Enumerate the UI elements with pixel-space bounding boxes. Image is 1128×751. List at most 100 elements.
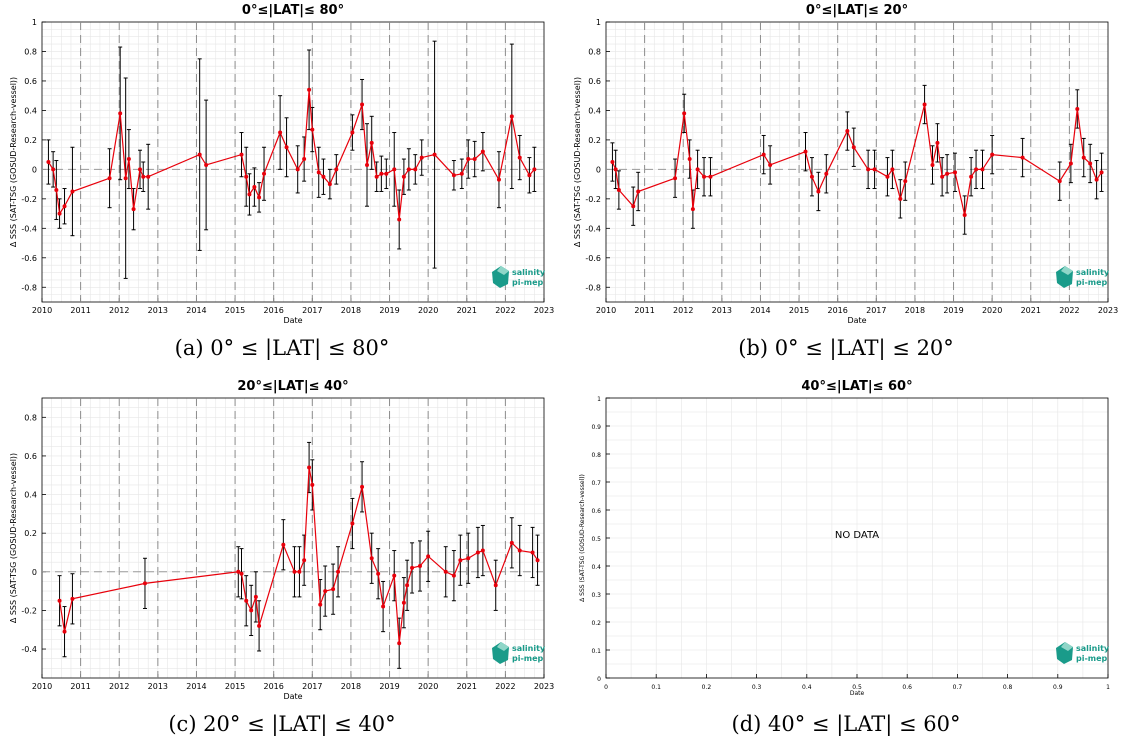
x-tick-label: 2014: [750, 306, 770, 315]
data-point: [410, 565, 415, 570]
x-tick-label: 2012: [109, 306, 129, 315]
data-point: [360, 484, 365, 489]
y-tick-label: 0.8: [24, 47, 37, 56]
data-point: [872, 167, 877, 172]
data-point: [360, 102, 365, 107]
data-point: [708, 174, 713, 179]
data-point: [397, 217, 402, 222]
data-point: [295, 167, 300, 172]
data-point: [292, 569, 297, 574]
x-tick-label: 2023: [1098, 306, 1118, 315]
y-tick-label: 0.1: [591, 648, 601, 655]
data-point: [480, 149, 485, 154]
x-tick-label: 2017: [302, 306, 322, 315]
data-point: [54, 188, 59, 192]
x-tick-label: 2010: [596, 306, 616, 315]
x-tick-label: 0.4: [802, 684, 812, 691]
y-tick-label: 0.2: [588, 136, 601, 145]
data-point: [397, 641, 402, 646]
data-point: [866, 167, 871, 172]
data-point: [1020, 155, 1025, 160]
data-point: [419, 155, 424, 160]
data-point: [369, 140, 374, 145]
x-axis-label: Date: [283, 316, 302, 325]
x-tick-label: 2011: [70, 682, 90, 691]
axes-box: [41, 21, 545, 303]
data-point: [803, 149, 808, 154]
data-point: [990, 152, 995, 157]
x-tick-label: 2012: [109, 682, 129, 691]
x-tick-label: 2017: [866, 306, 886, 315]
x-tick-label: 2021: [1021, 306, 1041, 315]
x-tick-label: 2020: [418, 306, 438, 315]
data-point: [239, 152, 244, 157]
data-point: [885, 174, 890, 179]
data-point: [509, 540, 514, 545]
y-axis-label: Δ SSS (SAT-TSG (GOSUD-Research-vessel)): [573, 77, 582, 247]
chart-panel-a: 0°≤|LAT|≤ 80° -0.8 -0.6 -0.4 -0.2 0 0.2 0.4 0.6 0…: [0, 0, 564, 375]
chart-title: 40°≤|LAT|≤ 60°: [801, 379, 912, 394]
data-point: [466, 157, 471, 162]
data-point: [768, 162, 773, 167]
x-axis-label: Date: [847, 316, 866, 325]
data-point: [381, 604, 386, 609]
chart-panel-b: 0°≤|LAT|≤ 20° -0.8 -0.6 -0.4 -0.2 0 0.2 0.4 0.6 0…: [564, 0, 1128, 375]
y-tick-label: 0.8: [24, 413, 37, 422]
data-point: [480, 548, 485, 553]
chart-title: 0°≤|LAT|≤ 20°: [806, 3, 908, 18]
data-point: [1094, 177, 1099, 182]
x-tick-label: 2020: [418, 682, 438, 691]
x-tick-label: 2013: [148, 306, 168, 315]
data-point: [318, 602, 323, 607]
data-point: [613, 167, 618, 172]
data-point: [392, 167, 397, 172]
x-tick-label: 0.5: [852, 684, 862, 691]
y-tick-label: 0.6: [591, 508, 601, 515]
data-point: [142, 581, 147, 586]
y-tick-label: 0.8: [591, 452, 601, 459]
logo-text-line1: salinity: [1076, 268, 1110, 277]
axes-box: [41, 397, 545, 679]
data-point: [70, 189, 75, 194]
y-tick-label: -0.4: [21, 645, 37, 654]
x-tick-label: 2010: [32, 306, 52, 315]
data-point: [1088, 161, 1093, 166]
data-point: [239, 571, 244, 576]
data-point: [687, 157, 692, 162]
axes-box: [605, 21, 1109, 303]
x-tick-label: 2011: [70, 306, 90, 315]
data-point: [297, 569, 302, 574]
y-tick-label: -0.8: [585, 283, 601, 292]
chart-svg-a: 0°≤|LAT|≤ 80° -0.8 -0.6 -0.4 -0.2 0 0.2 0.4 0.6 0…: [9, 3, 554, 325]
data-point: [307, 465, 312, 470]
y-tick-label: 0.4: [591, 564, 601, 571]
chart-title: 20°≤|LAT|≤ 40°: [237, 379, 348, 394]
x-tick-label: 2021: [457, 306, 477, 315]
x-tick-label: 2012: [673, 306, 693, 315]
caption-d: (d) 40° ≤ |LAT| ≤ 60°: [731, 712, 961, 736]
data-point: [262, 171, 267, 176]
data-point: [509, 114, 514, 119]
data-point: [57, 211, 62, 216]
logo-mark-highlight: [497, 266, 509, 275]
data-point: [532, 167, 537, 172]
y-tick-label: 0.2: [591, 620, 601, 627]
x-tick-label: 0.1: [651, 684, 661, 691]
chart-panel-c: 20°≤|LAT|≤ 40° -0.4 -0.2 0 0.2 0.4 0.6 0.8 2010 2…: [0, 376, 564, 751]
y-axis-label: Δ SSS (SAT-TSG (GOSUD-Research-vessel)): [9, 453, 18, 623]
logo-mark-highlight: [1061, 642, 1073, 651]
logo-text-line1: salinity: [1076, 644, 1110, 653]
data-point: [695, 167, 700, 172]
chart-svg-d: 40°≤|LAT|≤ 60° 0 0.1 0.2 0.3 0.4 0.5 0.6 0.7 0.8 0…: [579, 379, 1110, 697]
data-point: [1099, 170, 1104, 175]
x-tick-label: 2022: [495, 306, 515, 315]
x-tick-label: 2011: [634, 306, 654, 315]
x-tick-label: 0.9: [1053, 684, 1063, 691]
data-point: [1081, 155, 1086, 160]
data-point: [123, 176, 128, 181]
y-tick-label: -0.8: [21, 283, 37, 292]
x-tick-label: 2014: [186, 682, 206, 691]
no-data-annotation: NO DATA: [835, 530, 879, 541]
y-tick-label: 0.9: [591, 424, 601, 431]
